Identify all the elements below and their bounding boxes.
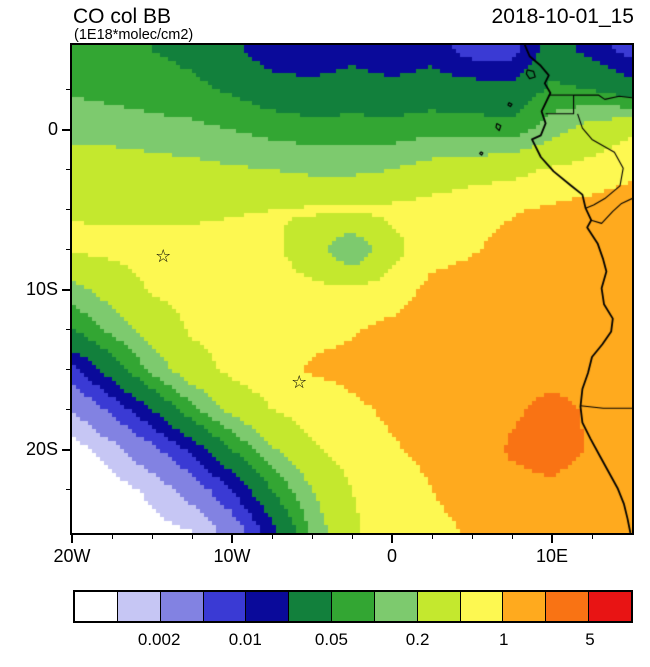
y-tick-label: 10S: [25, 278, 58, 299]
y-minor-tick: [66, 369, 70, 371]
y-minor-tick: [66, 409, 70, 411]
x-major-tick: [71, 535, 73, 543]
colorbar-cell: [589, 592, 631, 621]
y-minor-tick: [66, 489, 70, 491]
y-major-tick: [62, 288, 70, 291]
x-minor-tick: [311, 535, 313, 539]
x-minor-tick: [351, 535, 353, 539]
x-major-tick: [391, 535, 393, 543]
colorbar-cell: [246, 592, 290, 621]
colorbar-cell: [289, 592, 333, 621]
y-minor-tick: [66, 209, 70, 211]
y-minor-tick: [66, 89, 70, 91]
colorbar-cell: [75, 592, 118, 621]
colorbar-tick-label: 0.05: [314, 630, 348, 649]
x-tick-label: 20W: [53, 546, 91, 566]
colorbar-cell: [460, 592, 504, 621]
x-minor-tick: [271, 535, 273, 539]
plot-units-label: (1E18*molec/cm2): [74, 27, 194, 43]
y-tick-label: 0: [47, 118, 58, 139]
colorbar-cell: [117, 592, 161, 621]
colorbar-tick-label: 1: [499, 630, 509, 649]
colorbar-cell: [160, 592, 204, 621]
colorbar-cell: [203, 592, 247, 621]
plot-title: CO col BB: [73, 5, 172, 28]
fire-star-marker: ☆: [155, 245, 172, 267]
x-minor-tick: [591, 535, 593, 539]
fire-star-marker: ☆: [291, 372, 308, 394]
x-tick-label: 0: [386, 546, 397, 566]
colorbar-cell: [374, 592, 418, 621]
x-major-tick: [231, 535, 233, 543]
plot-timestamp: 2018-10-01_15: [491, 5, 634, 28]
colorbar-tick-label: 5: [585, 630, 595, 649]
y-tick-label: 20S: [25, 438, 58, 459]
map-frame: ☆ ☆: [70, 43, 634, 535]
y-minor-tick: [66, 249, 70, 251]
colorbar-tick-label: 0.01: [228, 630, 262, 649]
x-major-tick: [551, 535, 553, 543]
colorbar-cell: [417, 592, 461, 621]
colorbar: [73, 590, 633, 623]
x-tick-label: 10E: [535, 546, 569, 566]
y-major-tick: [62, 448, 70, 451]
y-minor-tick: [66, 169, 70, 171]
colorbar-labels: 0.002 0.01 0.05 0.2 1 5: [73, 630, 633, 654]
colorbar-cell: [503, 592, 547, 621]
x-minor-tick: [471, 535, 473, 539]
colorbar-cell: [332, 592, 375, 621]
colorbar-cell: [546, 592, 590, 621]
x-minor-tick: [111, 535, 113, 539]
x-minor-tick: [511, 535, 513, 539]
x-minor-tick: [151, 535, 153, 539]
y-minor-tick: [66, 329, 70, 331]
colorbar-tick-label: 0.2: [405, 630, 430, 649]
y-major-tick: [62, 128, 70, 131]
x-minor-tick: [191, 535, 193, 539]
x-tick-label: 10W: [213, 546, 251, 566]
contour-map-canvas: [72, 45, 632, 533]
x-minor-tick: [431, 535, 433, 539]
colorbar-tick-label: 0.002: [137, 630, 181, 649]
